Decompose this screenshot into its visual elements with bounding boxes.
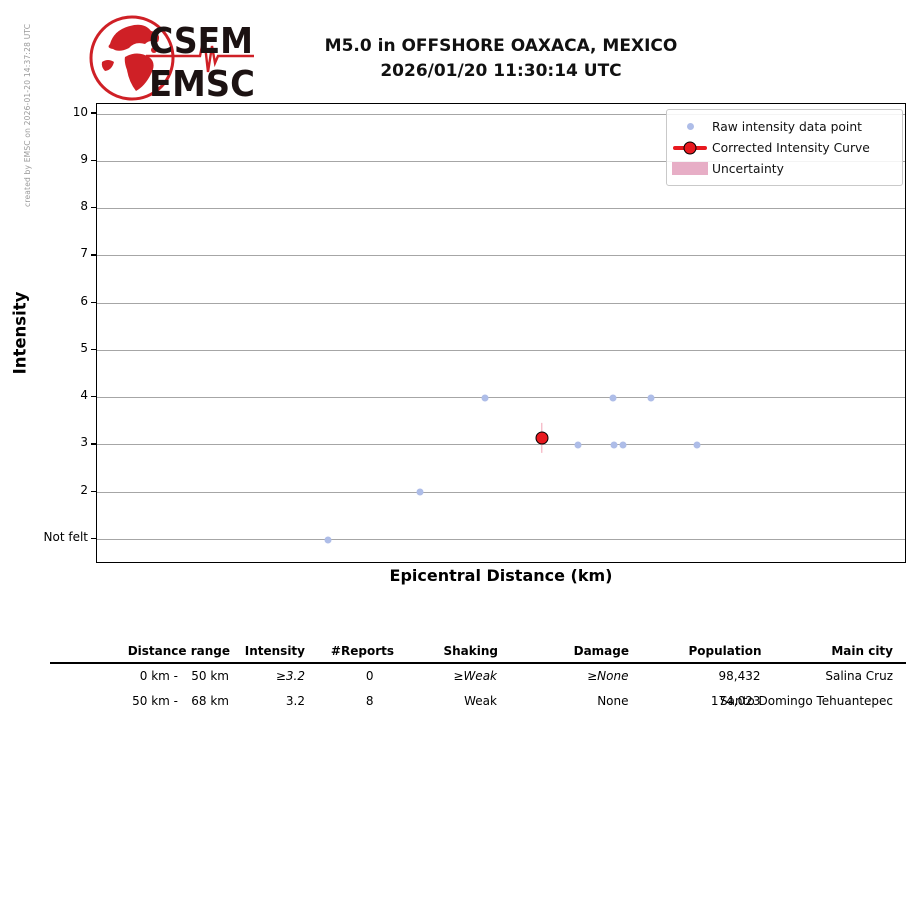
- table-cell-population: 98,432: [718, 668, 761, 683]
- legend-item: Uncertainty: [671, 158, 896, 179]
- gridline: [97, 349, 905, 351]
- gridline: [97, 491, 905, 493]
- y-tick-label: 4: [80, 388, 88, 403]
- table-cell-range-from: 50 km -: [132, 693, 178, 708]
- y-tick-label: 5: [80, 340, 88, 355]
- table-cell-reports: 0: [365, 668, 374, 683]
- legend-item-label: Corrected Intensity Curve: [712, 140, 870, 155]
- table-cell-range-to: 50 km: [191, 668, 229, 683]
- raw-intensity-point: [574, 441, 582, 449]
- table-header--reports: #Reports: [330, 644, 394, 658]
- gridline: [97, 255, 905, 257]
- y-tick-mark: [91, 348, 96, 351]
- pink-patch-icon: [671, 162, 709, 175]
- y-tick-mark: [91, 206, 96, 209]
- gridline: [97, 397, 905, 399]
- x-axis-label: Epicentral Distance (km): [389, 566, 613, 585]
- raw-point-swatch: [686, 123, 694, 130]
- raw-intensity-point: [647, 394, 655, 402]
- raw-intensity-point: [610, 441, 618, 449]
- corrected-intensity-point: [535, 431, 549, 445]
- y-tick-mark: [91, 112, 96, 114]
- table-cell-city: Santo Domingo Tehuantepec: [720, 693, 893, 708]
- table-header-rule: [50, 662, 906, 664]
- chart-title-line1: M5.0 in OFFSHORE OAXACA, MEXICO: [324, 36, 678, 56]
- table-cell-intensity: 3.2: [285, 693, 305, 708]
- y-tick-label: 2: [80, 482, 88, 497]
- raw-dot-icon: [671, 123, 709, 130]
- red-line-dot-icon: [671, 140, 709, 155]
- y-tick-label: 10: [72, 104, 88, 119]
- gridline: [97, 113, 905, 115]
- gridline: [97, 160, 905, 162]
- y-tick-mark: [91, 537, 96, 540]
- y-tick-label: 9: [80, 151, 88, 166]
- table-header-shaking: Shaking: [443, 644, 498, 658]
- table-cell-intensity: ≥3.2: [275, 668, 305, 683]
- gridline: [97, 302, 905, 304]
- gridline: [97, 444, 905, 446]
- y-tick-mark: [91, 159, 96, 161]
- y-tick-label: 7: [80, 246, 88, 261]
- y-tick-mark: [91, 490, 96, 492]
- legend-item-label: Uncertainty: [712, 161, 784, 176]
- raw-intensity-point: [609, 394, 617, 402]
- y-tick-mark: [91, 443, 96, 445]
- chart-title: M5.0 in OFFSHORE OAXACA, MEXICO 2026/01/…: [96, 34, 906, 84]
- raw-intensity-point: [693, 441, 701, 449]
- plot-area: Raw intensity data point Corrected Intens…: [96, 103, 906, 563]
- table-header-main-city: Main city: [831, 644, 893, 658]
- logo-text-emsc: EMSC: [149, 64, 255, 104]
- table-header-damage: Damage: [573, 644, 629, 658]
- table-cell-damage: ≥None: [587, 668, 629, 683]
- legend-item-label: Raw intensity data point: [712, 119, 862, 134]
- y-tick-label: 6: [80, 293, 88, 308]
- raw-intensity-point: [619, 441, 627, 449]
- y-tick-label: 3: [80, 435, 88, 450]
- y-tick-mark: [91, 254, 96, 256]
- table-header-intensity: Intensity: [244, 644, 305, 658]
- gridline: [97, 539, 905, 541]
- legend-item: Raw intensity data point: [671, 116, 896, 137]
- logo-text-csem: CSEM: [149, 21, 253, 62]
- corrected-marker: [683, 141, 697, 154]
- y-tick-mark: [91, 301, 96, 303]
- table-cell-reports: 8: [365, 693, 374, 708]
- y-tick-mark: [91, 396, 96, 398]
- table-cell-shaking: ≥Weak: [453, 668, 497, 683]
- emsc-globe-icon: [89, 15, 175, 101]
- legend-item: Corrected Intensity Curve: [671, 137, 896, 158]
- table-cell-damage: None: [597, 693, 629, 708]
- corrected-curve-swatch: [673, 140, 707, 155]
- raw-intensity-point: [324, 536, 332, 544]
- table-header-distance-range: Distance range: [127, 644, 230, 658]
- table-cell-range-from: 0 km -: [139, 668, 178, 683]
- y-tick-label: 8: [80, 199, 88, 214]
- emsc-logo: CSEM EMSC: [88, 12, 258, 105]
- table-cell-shaking: Weak: [464, 693, 497, 708]
- chart-title-line2: 2026/01/20 11:30:14 UTC: [380, 61, 622, 81]
- table-cell-range-to: 68 km: [191, 693, 229, 708]
- y-axis-label: Intensity: [10, 291, 30, 375]
- raw-intensity-point: [416, 488, 424, 496]
- legend: Raw intensity data point Corrected Intens…: [666, 109, 903, 186]
- y-tick-label: Not felt: [43, 530, 88, 545]
- uncertainty-swatch: [672, 162, 708, 175]
- emsc-logo-graphic: CSEM EMSC: [89, 15, 255, 105]
- table-header-population: Population: [688, 644, 762, 658]
- gridline: [97, 208, 905, 210]
- table-cell-city: Salina Cruz: [825, 668, 893, 683]
- seismogram-trace-icon: [146, 35, 254, 73]
- raw-intensity-point: [481, 394, 489, 402]
- created-by-text: created by EMSC on 2026-01-20 14:37:28 U…: [23, 23, 32, 207]
- table-cell-population: 174,023: [710, 693, 761, 708]
